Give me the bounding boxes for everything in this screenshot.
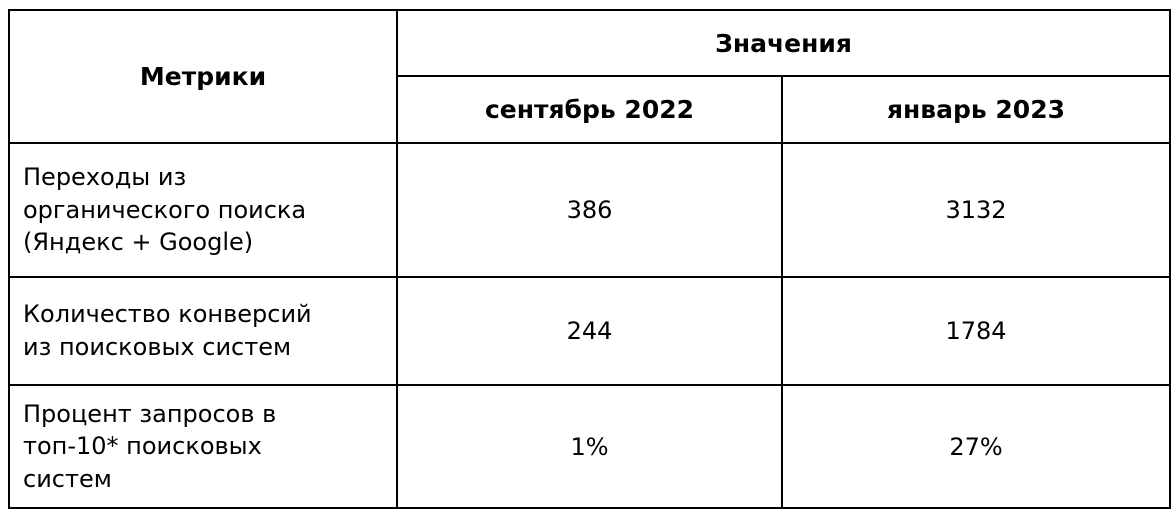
value-conversions-sep-2022: 244 [396,276,783,386]
metric-name-organic-traffic: Переходы из органического поиска (Яндекс… [8,142,398,278]
metric-name-top10-queries-percent: Процент запросов в топ-10* поисковых сис… [8,384,398,509]
column-header-january-2023: январь 2023 [781,75,1171,144]
table-header-row-group: Метрики Значения [8,9,1171,144]
metric-name-conversions: Количество конверсий из поисковых систем [8,276,398,386]
value-top10-queries-jan-2023: 27% [781,384,1171,509]
metrics-table: Метрики Значения сентябрь 2022 январь 20… [8,9,1171,509]
table-header-row-periods: сентябрь 2022 январь 2023 [9,75,1171,144]
value-organic-traffic-jan-2023: 3132 [781,142,1171,278]
value-organic-traffic-sep-2022: 386 [396,142,783,278]
table-row: Количество конверсий из поисковых систем… [8,276,1171,386]
value-conversions-jan-2023: 1784 [781,276,1171,386]
value-top10-queries-sep-2022: 1% [396,384,783,509]
table-row: Процент запросов в топ-10* поисковых сис… [8,384,1171,509]
column-header-metrics: Метрики [8,9,398,144]
table-row: Переходы из органического поиска (Яндекс… [8,142,1171,278]
column-group-header-values: Значения [396,9,1171,77]
column-header-september-2022: сентябрь 2022 [396,75,783,144]
